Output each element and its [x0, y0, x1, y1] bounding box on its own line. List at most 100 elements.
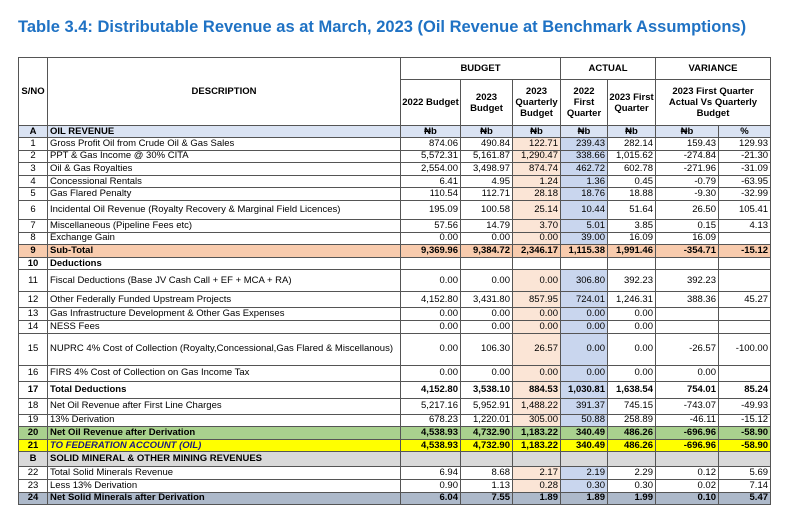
value-cell: 39.00 [560, 231, 608, 246]
row-label: Sub-Total [47, 244, 401, 258]
unit-cell: % [717, 125, 772, 138]
value-cell: 7.14 [717, 478, 772, 493]
row-label: 12 [18, 291, 48, 309]
value-cell: 2,346.17 [512, 244, 561, 258]
value-cell: 0.00 [560, 307, 608, 321]
value-cell: 3,538.10 [460, 380, 513, 399]
value-cell: 1.89 [560, 491, 608, 506]
value-cell: 57.56 [400, 218, 461, 233]
value-cell: 14.79 [460, 218, 513, 233]
unit-cell: ₦b [400, 125, 461, 138]
table-row: 12 Other Federally Funded Upstream Projec… [18, 291, 772, 309]
table-row: 24 Net Solid Minerals after Derivation 6.0… [18, 491, 772, 506]
table-row: 1 Gross Profit Oil from Crude Oil & Gas S… [18, 137, 772, 151]
value-cell: 2.29 [607, 466, 656, 480]
value-cell: 18.76 [560, 187, 608, 201]
value-cell: 1,015.62 [607, 149, 656, 164]
row-label: Gas Infrastructure Development & Other G… [47, 307, 401, 321]
value-cell: 1,638.54 [607, 380, 656, 399]
value-cell: 16.09 [655, 231, 719, 246]
row-label: Gas Flared Penalty [47, 187, 401, 201]
value-cell: 0.00 [400, 231, 461, 246]
value-cell: 462.72 [560, 162, 608, 176]
value-cell: 0.00 [607, 307, 656, 321]
value-cell: 4,152.80 [400, 380, 461, 399]
value-cell: 392.23 [607, 269, 656, 293]
table-row: 11 Fiscal Deductions (Base JV Cash Call +… [18, 269, 772, 293]
value-cell: 754.01 [655, 380, 719, 399]
row-label: 24 [18, 491, 48, 506]
value-cell: 4,732.90 [460, 438, 513, 453]
value-cell: 1,183.22 [512, 438, 561, 453]
value-cell: 105.41 [717, 199, 772, 220]
value-cell: -26.57 [655, 332, 719, 366]
row-label: Deductions [47, 256, 401, 271]
empty-cell [560, 256, 608, 271]
table-row: 17 Total Deductions 4,152.80 3,538.10 884.53… [18, 380, 772, 399]
table-row: 14 NESS Fees 0.00 0.00 0.00 0.00 0.00 [18, 319, 772, 334]
value-cell: -0.79 [655, 174, 719, 189]
value-cell: -21.30 [717, 149, 772, 164]
value-cell: 2,554.00 [400, 162, 461, 176]
value-cell: 10.44 [560, 199, 608, 220]
value-cell: 28.18 [512, 187, 561, 201]
value-cell: 0.28 [512, 478, 561, 493]
value-cell: 129.93 [717, 137, 772, 151]
value-cell: 490.84 [460, 137, 513, 151]
table-row: 7 Miscellaneous (Pipeline Fees etc) 57.56 1… [18, 218, 772, 233]
section-cell: A [18, 125, 48, 138]
value-cell: 0.00 [400, 269, 461, 293]
value-cell: 1,220.01 [460, 413, 513, 428]
row-label: 17 [18, 380, 48, 399]
value-cell: 6.41 [400, 174, 461, 189]
value-cell: 2.17 [512, 466, 561, 480]
column-header: 2022 First Quarter [560, 79, 608, 126]
row-label: Gross Profit Oil from Crude Oil & Gas Sa… [47, 137, 401, 151]
value-cell: 874.74 [512, 162, 561, 176]
value-cell: 1,991.46 [607, 244, 656, 258]
value-cell: 745.15 [607, 397, 656, 415]
table-row: 4 Concessional Rentals 6.41 4.95 1.24 1.36 0.4… [18, 174, 772, 189]
column-header: 2023 Budget [460, 79, 513, 126]
row-label: 16 [18, 364, 48, 382]
row-label: 3 [18, 162, 48, 176]
value-cell: 0.00 [400, 364, 461, 382]
value-cell: 3.85 [607, 218, 656, 233]
value-cell: -9.30 [655, 187, 719, 201]
column-header: 2023 First Quarter Actual Vs Quarterly B… [654, 79, 772, 126]
value-cell: 25.14 [512, 199, 561, 220]
value-cell: 51.64 [607, 199, 656, 220]
empty-cell [717, 364, 772, 382]
value-cell: -271.96 [655, 162, 719, 176]
value-cell: 5.47 [717, 491, 772, 506]
unit-cell: ₦b [512, 125, 561, 138]
value-cell: 0.30 [607, 478, 656, 493]
table-row: 5 Gas Flared Penalty 110.54 112.71 28.18 18.7… [18, 187, 772, 201]
value-cell: 0.00 [512, 231, 561, 246]
row-label: Total Deductions [47, 380, 401, 399]
column-header: 2023 First Quarter [607, 79, 656, 126]
section-cell: OIL REVENUE [47, 125, 401, 138]
value-cell: 0.00 [607, 319, 656, 334]
value-cell: 18.88 [607, 187, 656, 201]
value-cell: -46.11 [655, 413, 719, 428]
value-cell: 100.58 [460, 199, 513, 220]
table-row: B SOLID MINERAL & OTHER MINING REVENUES [18, 451, 772, 468]
row-label: Concessional Rentals [47, 174, 401, 189]
row-label: Fiscal Deductions (Base JV Cash Call + E… [47, 269, 401, 293]
table-row: 18 Net Oil Revenue after First Line Charg… [18, 397, 772, 415]
row-label: B [18, 451, 48, 468]
empty-cell [717, 451, 772, 468]
row-label: Less 13% Derivation [47, 478, 401, 493]
value-cell: 112.71 [460, 187, 513, 201]
value-cell: 1.89 [512, 491, 561, 506]
table-row: 2 PPT & Gas Income @ 30% CITA 5,572.31 5,16… [18, 149, 772, 164]
value-cell: 5.01 [560, 218, 608, 233]
empty-cell [655, 451, 719, 468]
value-cell: 0.45 [607, 174, 656, 189]
table-row: 22 Total Solid Minerals Revenue 6.94 8.68 2.… [18, 466, 772, 480]
value-cell: 0.00 [560, 364, 608, 382]
value-cell: 3,498.97 [460, 162, 513, 176]
value-cell: 8.68 [460, 466, 513, 480]
